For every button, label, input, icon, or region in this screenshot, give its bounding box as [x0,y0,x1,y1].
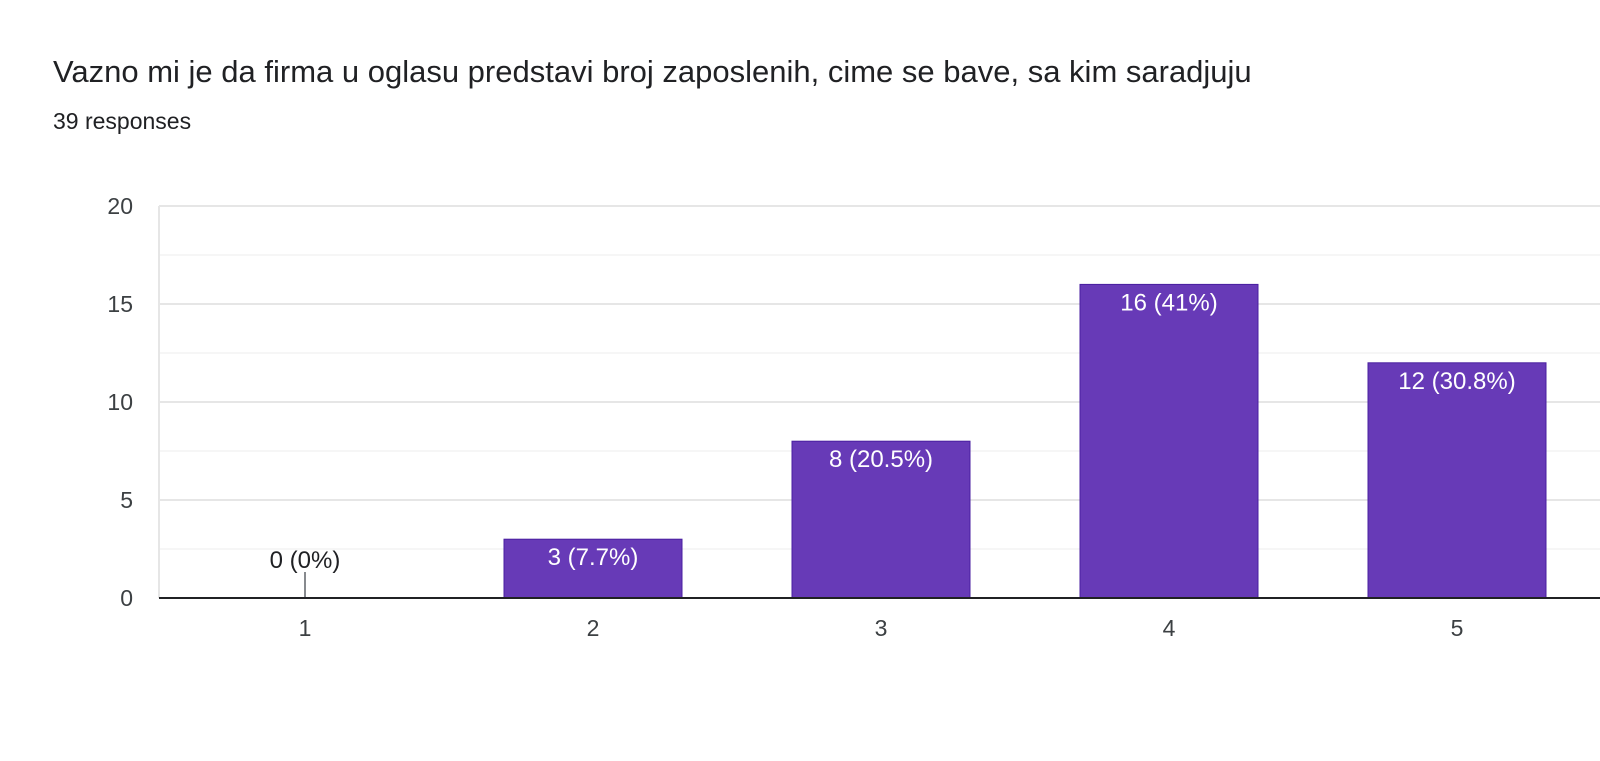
data-label-5: 12 (30.8%) [1398,368,1515,395]
y-axis-ticks: 0 5 10 15 20 [107,193,133,611]
x-tick-label: 5 [1451,615,1464,641]
data-label-3: 8 (20.5%) [829,446,933,473]
x-tick-label: 1 [299,615,312,641]
bar-5[interactable] [1367,362,1547,599]
x-tick-label: 4 [1163,615,1176,641]
data-label-1: 0 (0%) [270,547,341,574]
data-label-4: 16 (41%) [1120,289,1217,316]
y-tick-label: 5 [120,487,133,513]
x-axis-ticks: 1 2 3 4 5 [159,597,1600,641]
response-count: 39 responses [53,108,192,134]
y-tick-label: 20 [107,193,133,219]
x-tick-label: 2 [587,615,600,641]
data-label-2: 3 (7.7%) [548,544,639,571]
bar-4[interactable] [1079,283,1259,599]
chart-title: Vazno mi je da firma u oglasu predstavi … [53,54,1252,89]
x-tick-label: 3 [875,615,888,641]
bars [304,283,1547,599]
y-tick-label: 15 [107,291,133,317]
y-tick-label: 10 [107,389,133,415]
bar-2[interactable] [503,538,683,599]
y-tick-label: 0 [120,585,133,611]
data-labels: 0 (0%) 3 (7.7%) 8 (20.5%) 16 (41%) 12 (30.8%… [270,289,1516,574]
